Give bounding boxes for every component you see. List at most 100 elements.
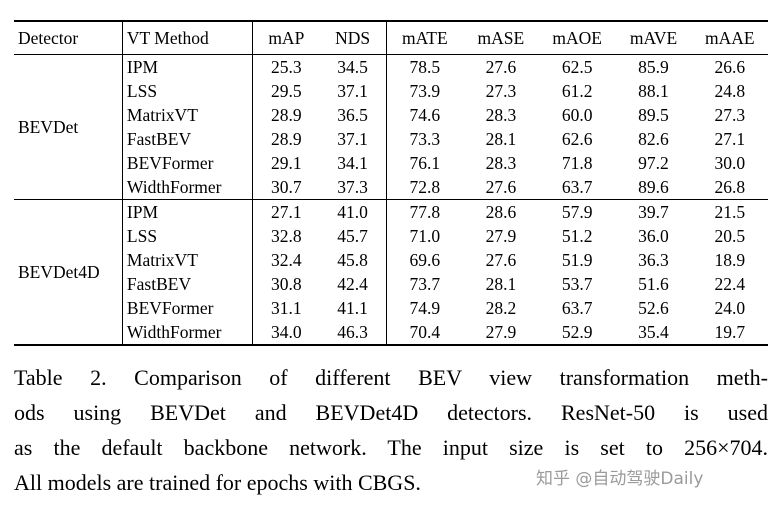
value-cell: 57.9 — [539, 198, 616, 224]
value-cell: 36.0 — [638, 225, 669, 246]
value-cell: 27.3 — [485, 80, 517, 101]
value-cell: 53.7 — [561, 273, 593, 294]
caption-line: ods using BEVDet and BEVDet4D detectors.… — [14, 399, 768, 425]
table-row: BEVDet4D IPM 27.1 41.0 77.8 28.6 57.9 39… — [14, 198, 768, 345]
table-row: MatrixVT 28.9 36.5 74.6 28.3 60.0 89.5 2… — [14, 102, 768, 127]
value-cell: 45.8 — [319, 247, 387, 272]
value-cell: 31.1 — [271, 297, 302, 318]
value-cell: 62.5 — [561, 56, 593, 77]
value-cell: 88.1 — [638, 80, 669, 101]
method-cell: WidthFormer — [122, 174, 254, 199]
value-cell: 60.0 — [561, 104, 593, 125]
value-cell: 34.0 — [271, 321, 302, 342]
value-cell: 73.3 — [409, 128, 441, 149]
value-cell: 26.6 — [714, 56, 746, 77]
value-cell: 28.9 — [271, 128, 302, 149]
value-cell: 24.0 — [714, 297, 746, 318]
caption-line: Table 2. Comparison of different BEV vie… — [14, 364, 768, 390]
value-cell: 73.7 — [409, 273, 441, 294]
value-cell: 74.6 — [409, 104, 441, 125]
value-cell: 28.9 — [271, 104, 302, 125]
value-cell: 42.4 — [319, 271, 387, 296]
value-cell: 35.4 — [638, 321, 669, 342]
value-cell: 27.1 — [252, 198, 320, 224]
method-cell: IPM — [122, 198, 254, 224]
value-cell: 41.1 — [319, 295, 387, 320]
value-cell: 28.1 — [485, 273, 517, 294]
method-cell: MatrixVT — [122, 247, 254, 272]
table-row: BEVFormer 29.1 34.1 76.1 28.3 71.8 97.2 … — [14, 150, 768, 175]
header-row: Detector VT Method mAP NDS mATE mASE mAO… — [14, 21, 768, 55]
value-cell: 69.6 — [409, 249, 441, 270]
value-cell: 36.3 — [638, 249, 669, 270]
value-cell: 97.2 — [638, 152, 669, 173]
value-cell: 19.7 — [714, 321, 746, 342]
value-cell: 51.9 — [561, 249, 593, 270]
value-cell: 89.5 — [638, 104, 669, 125]
value-cell: 28.1 — [485, 128, 517, 149]
value-cell: 71.0 — [409, 225, 441, 246]
header-cell-maoe: mAOE — [539, 21, 616, 55]
value-cell: 30.0 — [714, 152, 746, 173]
method-cell: MatrixVT — [122, 102, 254, 127]
table-row: FastBEV 28.9 37.1 73.3 28.1 62.6 82.6 27… — [14, 126, 768, 151]
value-cell: 37.3 — [319, 174, 387, 199]
value-cell: 45.7 — [319, 223, 387, 248]
table-row: WidthFormer 30.7 37.3 72.8 27.6 63.7 89.… — [14, 174, 768, 199]
value-cell: 30.7 — [271, 176, 302, 197]
value-cell: 27.9 — [485, 225, 517, 246]
value-cell: 52.6 — [638, 297, 669, 318]
value-cell: 27.6 — [485, 249, 517, 270]
value-cell: 25.3 — [271, 56, 302, 77]
value-cell: 28.6 — [462, 198, 540, 224]
watermark: 知乎 @自动驾驶Daily — [536, 469, 704, 489]
value-cell: 22.4 — [714, 273, 746, 294]
value-cell: 32.4 — [271, 249, 302, 270]
value-cell: 27.9 — [485, 321, 517, 342]
table-row: BEVFormer 31.1 41.1 74.9 28.2 63.7 52.6 … — [14, 295, 768, 320]
method-cell: FastBEV — [122, 271, 254, 296]
value-cell: 34.1 — [319, 150, 387, 175]
header-cell-mase: mASE — [462, 21, 540, 55]
value-cell: 37.1 — [319, 78, 387, 103]
value-cell: 70.4 — [409, 321, 441, 342]
caption-line: as the default backbone network. The inp… — [14, 434, 768, 460]
value-cell: 28.2 — [485, 297, 517, 318]
value-cell: 77.8 — [386, 198, 463, 224]
value-cell: 26.8 — [714, 176, 746, 197]
table-row: LSS 32.8 45.7 71.0 27.9 51.2 36.0 20.5 — [14, 223, 768, 248]
header-cell-map: mAP — [252, 21, 320, 55]
value-cell: 18.9 — [714, 249, 746, 270]
method-cell: FastBEV — [122, 126, 254, 151]
header-cell-mate: mATE — [386, 21, 463, 55]
value-cell: 29.1 — [271, 152, 302, 173]
value-cell: 41.0 — [319, 198, 387, 224]
table-row: LSS 29.5 37.1 73.9 27.3 61.2 88.1 24.8 — [14, 78, 768, 103]
value-cell: 51.6 — [638, 273, 669, 294]
value-cell: 82.6 — [638, 128, 669, 149]
value-cell: 27.6 — [485, 56, 517, 77]
value-cell: 73.9 — [409, 80, 441, 101]
value-cell: 74.9 — [409, 297, 441, 318]
table-row: MatrixVT 32.4 45.8 69.6 27.6 51.9 36.3 1… — [14, 247, 768, 272]
value-cell: 61.2 — [561, 80, 593, 101]
method-cell: WidthFormer — [122, 319, 254, 345]
method-cell: BEVFormer — [122, 150, 254, 175]
header-cell-detector: Detector — [14, 21, 123, 55]
value-cell: 30.8 — [271, 273, 302, 294]
value-cell: 28.3 — [485, 152, 517, 173]
value-cell: 28.3 — [485, 104, 517, 125]
value-cell: 89.6 — [638, 176, 669, 197]
value-cell: 51.2 — [561, 225, 593, 246]
value-cell: 63.7 — [561, 297, 593, 318]
header-cell-vt-method: VT Method — [122, 21, 254, 55]
method-cell: IPM — [122, 54, 254, 79]
value-cell: 32.8 — [271, 225, 302, 246]
value-cell: 63.7 — [561, 176, 593, 197]
method-cell: BEVFormer — [122, 295, 254, 320]
table-row: BEVDet IPM 25.3 34.5 78.5 27.6 62.5 85.9… — [14, 54, 768, 199]
value-cell: 62.6 — [561, 128, 593, 149]
header-cell-maae: mAAE — [691, 21, 768, 55]
method-cell: LSS — [122, 223, 254, 248]
value-cell: 27.3 — [714, 104, 746, 125]
